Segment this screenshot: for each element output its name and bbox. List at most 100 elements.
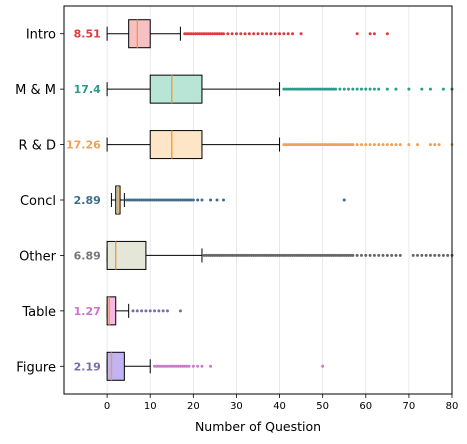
outlier-r-d-27 [340,143,344,147]
box-group-r-d: 17.26 [66,130,454,160]
outlier-m-m-17 [319,87,323,91]
outlier-other-77 [385,253,389,257]
outlier-r-d-11 [306,143,310,147]
value-label-concl: 2.89 [74,194,101,207]
outlier-other-50 [310,253,314,257]
outlier-r-d-39 [381,143,385,147]
outlier-other-68 [349,253,353,257]
outlier-other-49 [308,253,312,257]
outlier-intro-33 [286,32,290,36]
outlier-figure-18 [196,364,200,368]
outlier-intro-31 [278,32,282,36]
outlier-other-60 [331,253,335,257]
value-label-other: 6.89 [74,249,101,262]
outlier-other-14 [232,253,236,257]
outlier-other-6 [215,253,219,257]
outlier-other-59 [329,253,333,257]
outlier-r-d-41 [390,143,394,147]
outlier-r-d-23 [331,143,335,147]
outlier-m-m-18 [321,87,325,91]
outlier-concl-11 [148,198,152,202]
outlier-other-40 [288,253,292,257]
outlier-concl-29 [187,198,191,202]
outlier-concl-24 [176,198,180,202]
outlier-intro-2 [187,32,191,36]
outlier-m-m-24 [334,87,338,91]
outlier-intro-35 [299,32,303,36]
outlier-other-86 [433,253,437,257]
outlier-other-73 [368,253,372,257]
outlier-concl-17 [161,198,165,202]
outlier-intro-36 [355,32,359,36]
outlier-figure-15 [185,364,189,368]
outlier-concl-6 [137,198,141,202]
outlier-m-m-1 [284,87,288,91]
outlier-figure-1 [155,364,159,368]
outlier-concl-19 [165,198,169,202]
outlier-other-32 [271,253,275,257]
outlier-other-28 [262,253,266,257]
x-tick-label-40: 40 [273,401,286,412]
x-tick-label-70: 70 [403,401,416,412]
outlier-intro-7 [198,32,202,36]
outlier-m-m-36 [394,87,398,91]
outlier-intro-14 [213,32,217,36]
outlier-intro-34 [290,32,294,36]
outlier-other-85 [428,253,432,257]
outlier-intro-8 [200,32,204,36]
outlier-m-m-16 [316,87,320,91]
x-tick-label-10: 10 [144,401,157,412]
outlier-other-23 [252,253,256,257]
outlier-other-52 [314,253,318,257]
outlier-m-m-4 [290,87,294,91]
outlier-other-10 [224,253,228,257]
outlier-figure-5 [163,364,167,368]
outlier-intro-29 [269,32,273,36]
outlier-table-4 [148,309,152,313]
outlier-r-d-13 [310,143,314,147]
outlier-other-72 [364,253,368,257]
outlier-intro-21 [234,32,238,36]
outlier-r-d-7 [297,143,301,147]
outlier-concl-20 [168,198,172,202]
outlier-other-57 [325,253,329,257]
outlier-m-m-11 [306,87,310,91]
outlier-concl-35 [215,198,219,202]
outlier-r-d-3 [288,143,292,147]
outlier-r-d-22 [329,143,333,147]
outlier-concl-15 [157,198,161,202]
outlier-other-44 [297,253,301,257]
outlier-m-m-39 [428,87,432,91]
outlier-figure-13 [181,364,185,368]
outlier-figure-17 [191,364,195,368]
outlier-other-22 [250,253,254,257]
outlier-intro-15 [215,32,219,36]
outlier-r-d-24 [334,143,338,147]
outlier-concl-12 [150,198,154,202]
outlier-intro-26 [256,32,260,36]
outlier-r-d-6 [295,143,299,147]
outlier-intro-22 [239,32,243,36]
outlier-other-64 [340,253,344,257]
outlier-intro-38 [372,32,376,36]
outlier-other-80 [398,253,402,257]
outlier-r-d-46 [428,143,432,147]
outlier-other-78 [390,253,394,257]
outlier-concl-23 [174,198,178,202]
outlier-figure-3 [159,364,163,368]
outlier-table-9 [178,309,182,313]
outlier-r-d-40 [385,143,389,147]
outlier-m-m-30 [359,87,363,91]
outlier-concl-14 [155,198,159,202]
outlier-intro-9 [202,32,206,36]
outlier-other-41 [290,253,294,257]
outlier-figure-11 [176,364,180,368]
outlier-m-m-13 [310,87,314,91]
box-intro [128,19,151,49]
outlier-other-12 [228,253,232,257]
outlier-other-1 [204,253,208,257]
x-tick-label-0: 0 [104,401,110,412]
outlier-intro-13 [211,32,215,36]
outlier-intro-32 [282,32,286,36]
outlier-other-84 [424,253,428,257]
